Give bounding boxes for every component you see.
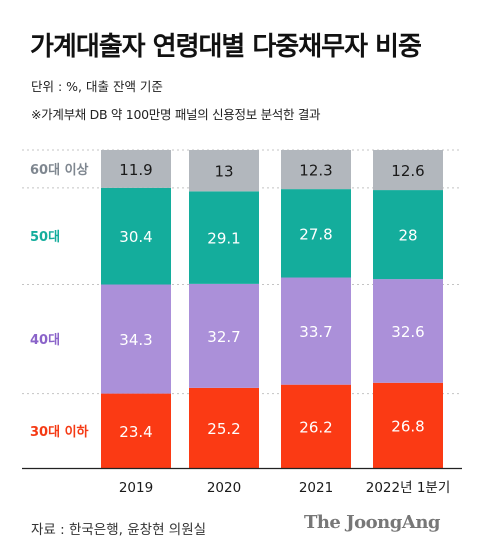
bar-segment	[101, 150, 171, 188]
footer-source: 자료 : 한국은행, 윤창현 의원실	[31, 522, 207, 538]
bar-segment	[373, 279, 443, 383]
data-label: 13	[214, 163, 233, 181]
legend-label: 50대	[30, 230, 60, 245]
bar-segment	[373, 150, 443, 191]
data-label: 28	[398, 227, 417, 245]
x-tick-label: 2021	[299, 480, 333, 496]
bar-segment	[189, 150, 259, 192]
bar-segment	[281, 150, 351, 190]
bar-segment	[189, 387, 259, 468]
bar-segment	[281, 384, 351, 468]
data-label: 26.8	[391, 417, 424, 435]
data-label: 27.8	[299, 225, 332, 243]
bar-segment	[281, 277, 351, 385]
bar-segment	[101, 187, 171, 285]
source-note: ※가계부채 DB 약 100만명 패널의 신용정보 분석한 결과	[31, 107, 321, 122]
data-label: 12.6	[391, 162, 424, 180]
brand-logo: The JoongAng	[303, 512, 441, 533]
data-label: 32.6	[391, 323, 424, 341]
chart-title: 가계대출자 연령대별 다중채무자 비중	[30, 32, 422, 62]
unit-note: 단위 : %, 대출 잔액 기준	[31, 79, 163, 94]
bar-segment	[101, 393, 171, 468]
bar-segment	[281, 189, 351, 278]
legend-label: 40대	[30, 333, 60, 348]
x-tick-label: 2022년 1분기	[366, 480, 451, 496]
legend-label: 60대 이상	[30, 162, 89, 178]
data-label: 23.4	[119, 423, 152, 441]
data-label: 11.9	[119, 161, 152, 179]
bar-segment	[189, 283, 259, 388]
x-tick-label: 2019	[119, 480, 153, 496]
data-label: 12.3	[299, 162, 332, 180]
bar-segment	[373, 190, 443, 280]
data-label: 26.2	[299, 418, 332, 436]
legend-label: 30대 이하	[30, 424, 89, 440]
data-label: 33.7	[299, 323, 332, 341]
x-tick-label: 2020	[207, 480, 241, 496]
data-label: 34.3	[119, 331, 152, 349]
bar-segment	[189, 191, 259, 284]
bar-segment	[101, 284, 171, 394]
bar-segment	[373, 382, 443, 468]
data-label: 25.2	[207, 420, 240, 438]
data-label: 30.4	[119, 228, 152, 246]
data-label: 32.7	[207, 328, 240, 346]
data-label: 29.1	[207, 230, 240, 248]
